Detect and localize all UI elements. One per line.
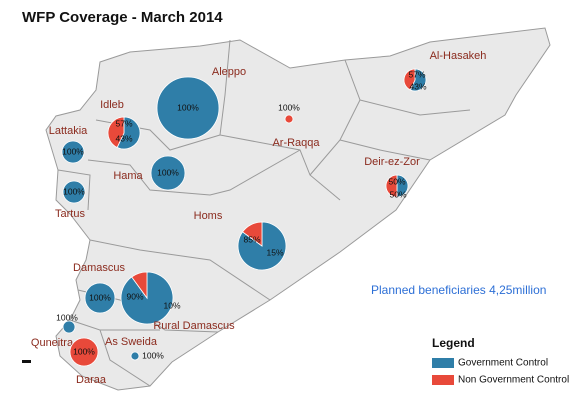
pie-slice xyxy=(107,116,125,149)
legend-title: Legend xyxy=(432,336,475,350)
percent-label: 100% xyxy=(278,102,300,112)
region-name: Ar-Raqqa xyxy=(272,137,320,149)
title: WFP Coverage - March 2014 xyxy=(22,9,223,26)
pie-slice xyxy=(131,271,148,300)
percent-label: 100% xyxy=(177,102,199,112)
region-name: Al-Hasakeh xyxy=(430,50,487,62)
percent-label: 10% xyxy=(163,300,180,310)
percent-label: 50% xyxy=(389,189,406,199)
pie-slice xyxy=(385,174,398,198)
percent-label: 57% xyxy=(408,69,425,79)
legend-swatch xyxy=(432,358,454,368)
region-name: As Sweida xyxy=(105,336,158,348)
percent-label: 100% xyxy=(62,146,84,156)
percent-label: 100% xyxy=(63,186,85,196)
region-name: Damascus xyxy=(73,262,125,274)
legend-swatch xyxy=(432,375,454,385)
legend-label: Government Control xyxy=(458,358,548,369)
percent-label: 43% xyxy=(115,133,132,143)
percent-label: 85% xyxy=(243,234,260,244)
pie-slice xyxy=(62,180,86,204)
scale-bar xyxy=(22,360,31,363)
pie-slice xyxy=(403,68,416,91)
percent-label: 100% xyxy=(142,350,164,360)
pie-slice xyxy=(409,68,427,92)
region-name: Deir-ez-Zor xyxy=(364,156,420,168)
region-name: Hama xyxy=(113,170,143,182)
pie-slice xyxy=(284,114,294,124)
percent-label: 43% xyxy=(409,81,426,91)
region-name: Lattakia xyxy=(49,125,88,137)
percent-label: 15% xyxy=(266,247,283,257)
percent-label: 100% xyxy=(56,312,78,322)
legend: Legend xyxy=(432,336,475,350)
percent-label: 100% xyxy=(73,346,95,356)
pie-slice xyxy=(62,320,76,334)
percent-label: 100% xyxy=(89,292,111,302)
region-name: Homs xyxy=(194,210,223,222)
percent-label: 90% xyxy=(126,291,143,301)
pie-slice xyxy=(69,337,99,367)
pie-slice xyxy=(396,174,409,198)
legend-label: Non Government Control xyxy=(458,375,569,386)
region-name: Aleppo xyxy=(212,66,246,78)
annotation: Planned beneficiaries 4,25million xyxy=(371,283,546,297)
region-name: Daraa xyxy=(76,374,107,386)
region-name: Quneitra xyxy=(31,337,74,349)
pie-slice xyxy=(120,271,174,325)
region-name: Rural Damascus xyxy=(153,320,235,332)
region-name: Idleb xyxy=(100,99,124,111)
pie-slice xyxy=(242,221,263,247)
pie-slice xyxy=(84,282,116,314)
pie-slice xyxy=(116,116,141,150)
pie-slice xyxy=(130,351,140,361)
pie-slice xyxy=(61,140,85,164)
pie-slice xyxy=(150,155,186,191)
percent-label: 100% xyxy=(157,167,179,177)
region-name: Tartus xyxy=(55,208,85,220)
percent-label: 57% xyxy=(115,118,132,128)
percent-label: 50% xyxy=(388,176,405,186)
borders xyxy=(57,39,471,387)
pie-slice xyxy=(156,76,220,140)
